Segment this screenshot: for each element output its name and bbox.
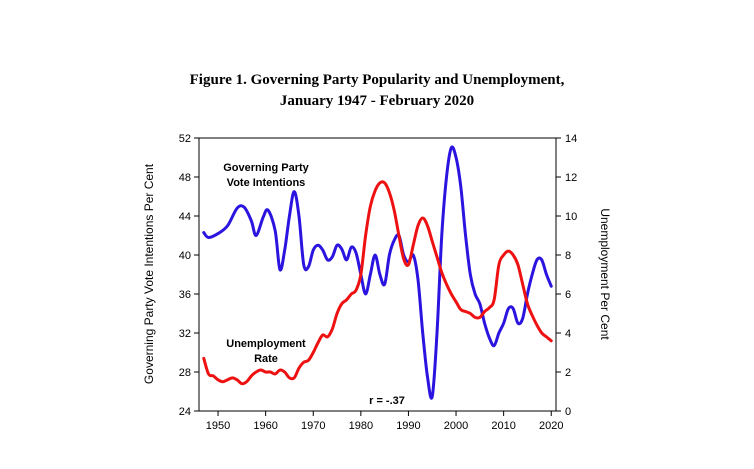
left-tick-label: 40 (179, 250, 191, 262)
unemployment-line (202, 180, 553, 386)
x-tick-label: 2020 (539, 420, 563, 432)
right-tick-label: 14 (565, 133, 577, 145)
chart-title-line2: January 1947 - February 2020 (280, 93, 474, 109)
x-tick-label: 2000 (444, 420, 468, 432)
unemployment-label-line1: Unemployment (226, 338, 306, 350)
right-tick-label: 0 (565, 406, 571, 418)
right-tick-label: 2 (565, 367, 571, 379)
unemployment-label-line2: Rate (254, 353, 278, 365)
left-tick-label: 24 (179, 406, 191, 418)
left-axis-ticks: 24 28 32 36 40 44 48 52 (179, 133, 199, 418)
x-tick-label: 1970 (301, 420, 325, 432)
correlation-label: r = -.37 (369, 395, 405, 407)
left-tick-label: 32 (179, 328, 191, 340)
x-tick-label: 1950 (206, 420, 230, 432)
x-tick-label: 1990 (396, 420, 420, 432)
right-tick-label: 10 (565, 211, 577, 223)
right-axis-label: Unemployment Per Cent (598, 208, 612, 340)
x-tick-label: 1980 (349, 420, 373, 432)
left-tick-label: 28 (179, 367, 191, 379)
left-tick-label: 44 (179, 211, 191, 223)
right-tick-label: 12 (565, 172, 577, 184)
x-tick-label: 2010 (491, 420, 515, 432)
vote-intentions-label-line1: Governing Party (223, 162, 309, 174)
vote-intentions-line (202, 145, 553, 400)
right-tick-label: 4 (565, 328, 571, 340)
x-axis-ticks: 1950 1960 1970 1980 1990 2000 2010 2020 (206, 411, 563, 432)
left-tick-label: 48 (179, 172, 191, 184)
x-tick-label: 1960 (253, 420, 277, 432)
chart-title-line1: Figure 1. Governing Party Popularity and… (190, 72, 565, 88)
left-tick-label: 52 (179, 133, 191, 145)
right-tick-label: 8 (565, 250, 571, 262)
right-axis-ticks: 0 2 4 6 8 10 12 14 (556, 133, 577, 418)
vote-intentions-label-line2: Vote Intentions (227, 177, 306, 189)
series-lines (202, 145, 553, 400)
left-axis-label: Governing Party Vote Intentions Per Cent (142, 163, 156, 384)
left-tick-label: 36 (179, 289, 191, 301)
plot-frame (198, 137, 557, 412)
right-tick-label: 6 (565, 289, 571, 301)
